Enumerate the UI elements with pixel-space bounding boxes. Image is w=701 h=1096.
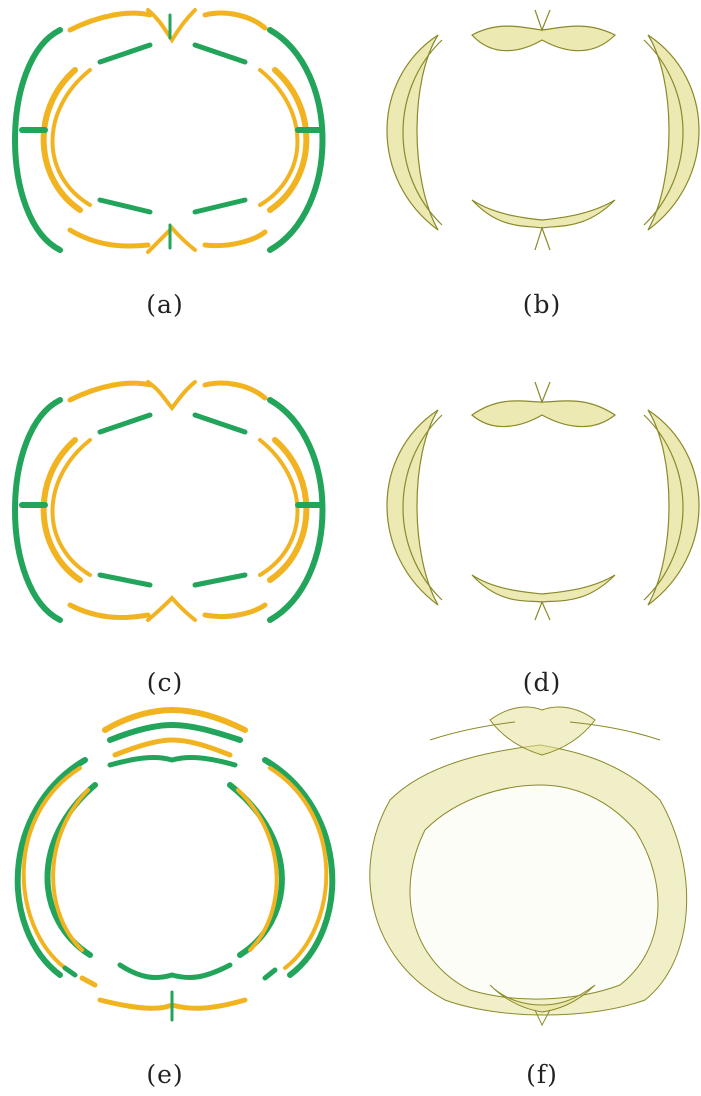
caption-b: (b) (522, 290, 562, 319)
caption-c: (c) (146, 668, 184, 697)
panel-a-graphic (12, 8, 326, 254)
panel-e: (e) (0, 700, 350, 1089)
panel-b-graphic (386, 9, 700, 251)
panel-a: (a) (0, 0, 350, 319)
panel-e-graphic (14, 706, 336, 1022)
panel-f: (f) (350, 700, 701, 1089)
panel-f-graphic (369, 706, 688, 1027)
panel-c: (c) (0, 370, 350, 697)
panel-d: (d) (350, 370, 701, 697)
panel-d-graphic (386, 381, 700, 621)
panel-b: (b) (350, 0, 701, 319)
caption-f: (f) (526, 1060, 558, 1089)
panel-c-graphic (12, 380, 326, 623)
caption-a: (a) (146, 290, 184, 319)
caption-e: (e) (146, 1060, 184, 1089)
caption-d: (d) (522, 668, 562, 697)
